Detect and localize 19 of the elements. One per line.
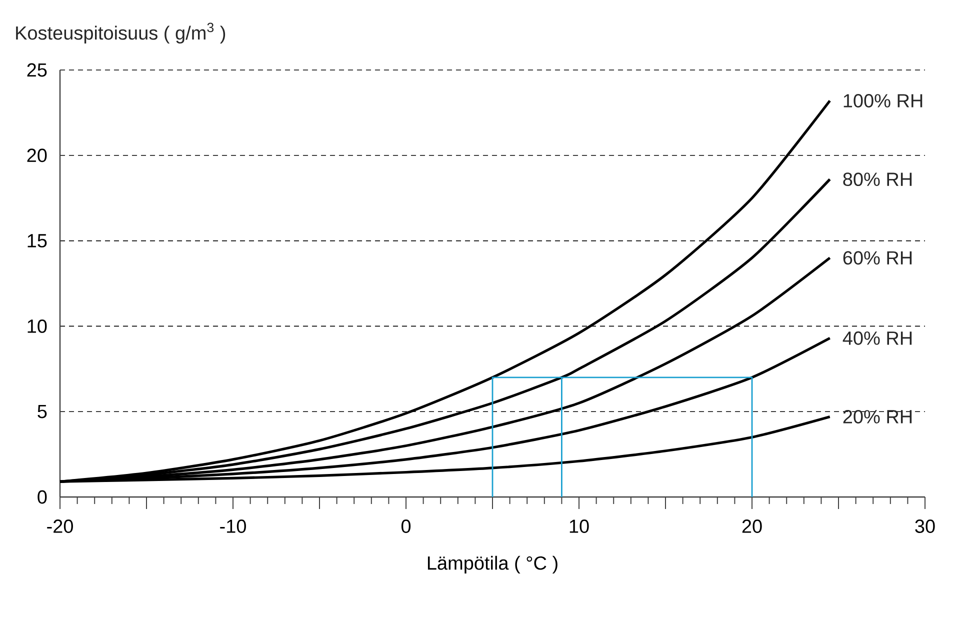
series-label: 60% RH: [843, 251, 912, 265]
y-tick-label: 15: [28, 234, 47, 248]
x-tick-label: 30: [915, 520, 935, 533]
x-tick-label: 20: [742, 520, 762, 533]
series-label: 20% RH: [843, 410, 912, 424]
y-tick-label: 10: [28, 319, 47, 333]
series-label: 80% RH: [843, 172, 912, 186]
series-label: 100% RH: [844, 94, 922, 108]
series-label: 40% RH: [842, 331, 912, 345]
y-tick-label: 20: [27, 148, 47, 162]
x-tick-label: -10: [220, 520, 246, 533]
y-tick-label: 0: [38, 490, 47, 504]
x-tick-label: 0: [401, 520, 411, 533]
x-tick-label: 10: [570, 520, 589, 533]
y-tick-label: 25: [27, 63, 47, 77]
x-tick-label: -20: [47, 520, 73, 533]
x-axis-title: Lämpötila ( °C ): [428, 556, 558, 574]
y-tick-label: 5: [38, 404, 47, 418]
y-axis-title: Kosteuspitoisuus ( g/m$^{3}$ ): [16, 22, 226, 44]
